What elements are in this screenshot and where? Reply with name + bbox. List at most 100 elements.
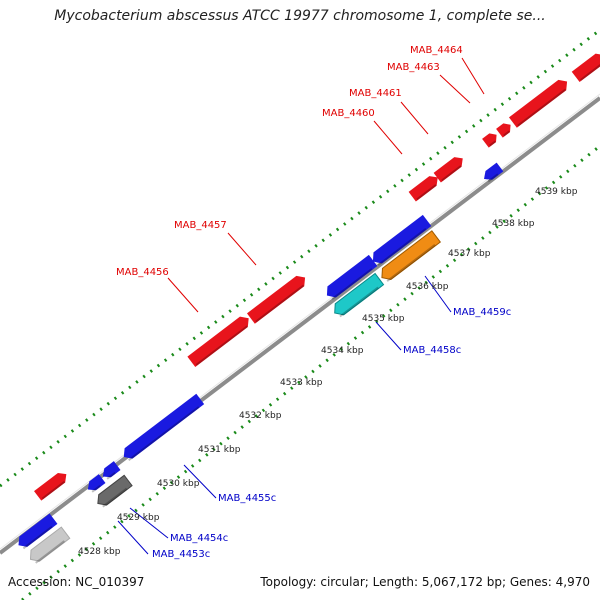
gene-label-forward: MAB_4464 [410,45,463,56]
gene-arrow-shape [496,123,511,138]
gene-forward-5 [508,79,568,128]
gene-arrow-shape [187,316,249,367]
gene-forward-mab-4464 [496,123,511,138]
gene-arrow-shape [246,275,306,324]
gene-arrow-shape [334,272,385,316]
gene-reverse-3 [484,162,504,183]
kbp-tick-label: 4539 kbp [535,187,578,197]
gene-features [18,53,600,564]
gene-reverse-mab-4453c-adj [18,513,58,550]
label-leader-line [424,275,452,313]
kbp-tick-label: 4528 kbp [78,547,121,557]
topology-summary: Topology: circular; Length: 5,067,172 bp… [260,575,590,589]
gene-forward-mab-4460 [408,176,438,202]
accession-text: Accession: NC_010397 [8,575,145,589]
kbp-tick-lines [0,28,600,600]
gene-forward-mab-4457 [246,275,306,324]
label-leader-line [439,74,471,104]
label-leader-line [117,520,149,555]
gene-arrow-shadow [517,88,567,127]
label-leader-line [375,321,402,351]
label-leader-line [373,120,403,155]
gene-arrow-shape [372,214,432,264]
gene-label-forward: MAB_4457 [174,220,227,231]
gene-arrow-shape [482,133,497,148]
gene-orange-mab-4459c [381,230,442,282]
gene-arrow-shadow [102,487,128,508]
gene-arrow-shadow [22,525,53,550]
label-leader-line [227,232,257,266]
kbp-tick-label: 4531 kbp [198,445,241,455]
gene-arrow-shadow [339,286,379,318]
gene-arrow-shape [29,526,71,562]
label-leader-line [129,507,169,539]
gene-label-forward: MAB_4456 [116,267,169,278]
kbp-tick-label: 4532 kbp [239,411,282,421]
gene-arrow-shape [97,474,133,506]
gene-label-forward: MAB_4461 [349,88,402,99]
gene-forward-mab-4463 [482,133,497,148]
gene-cyan-mab-4458c [334,272,385,318]
kbp-tick-label: 4533 kbp [280,378,323,388]
gene-arrow-shadow [487,173,499,183]
kbp-tick-label: 4536 kbp [406,282,449,292]
gene-reverse-mab-4455c [123,393,205,461]
gene-arrow-shape [571,53,600,83]
gene-label-forward: MAB_4460 [322,108,375,119]
gene-label-reverse: MAB_4453c [152,549,210,560]
gene-arrow-shape [381,230,442,281]
gene-arrow-shape [123,393,205,459]
gene-arrow-shadow [91,484,101,493]
gene-gray-mab-4454c [97,474,133,508]
label-leader-line [183,464,217,499]
map-title: Mycobacterium abscessus ATCC 19977 chrom… [54,8,546,24]
gene-forward-6 [571,53,600,83]
gene-arrow-shape [484,162,504,180]
kbp-tick-label: 4535 kbp [362,314,405,324]
upper-tick-track [0,28,600,488]
gene-arrow-shape [34,472,67,501]
gene-gray-mab-4453c [29,526,71,564]
gene-forward-mab-4456 [187,316,249,367]
genome-axis-highlight [0,93,600,550]
gene-label-reverse: MAB_4458c [403,345,461,356]
gene-forward-mab-4461 [433,157,463,183]
gene-arrow-shadow [386,244,436,282]
gene-reverse-small-2 [102,461,121,480]
label-leaders [117,57,485,555]
gene-arrow-shape [508,79,568,128]
kbp-tick-label: 4538 kbp [492,219,535,229]
gene-label-reverse: MAB_4455c [218,493,276,504]
label-leader-line [400,101,429,135]
kbp-tick-label: 4537 kbp [448,249,491,259]
kbp-tick-label: 4529 kbp [117,513,160,523]
label-leader-line [167,277,199,313]
gene-reverse-small-1 [87,474,106,493]
gene-arrow-shadow [579,62,600,81]
gene-arrow-shadow [416,184,437,201]
labels: 4528 kbp 4529 kbp 4530 kbp 4531 kbp 4532 kbp… [78,45,578,560]
gene-arrow-shadow [331,268,373,300]
gene-arrow-shadow [377,228,427,266]
gene-arrow-shadow [503,130,510,137]
gene-arrow-shadow [255,284,305,323]
gene-arrow-shape [408,176,438,202]
gene-label-reverse: MAB_4454c [170,533,228,544]
gene-label-forward: MAB_4463 [387,62,440,73]
gene-arrow-shape [326,254,378,298]
gene-reverse-2 [372,214,432,266]
gene-arrow-shadow [41,480,66,500]
gene-forward-1 [34,472,67,501]
gene-arrow-shadow [195,325,248,366]
gene-arrow-shadow [35,540,65,564]
kbp-tick-label: 4534 kbp [321,346,364,356]
gene-arrow-shape [87,474,106,491]
gene-reverse-1 [326,254,378,300]
kbp-tick-label: 4530 kbp [157,479,200,489]
gene-arrow-shadow [106,471,116,480]
gene-arrow-shadow [441,165,462,182]
lower-tick-track [21,144,600,600]
gene-arrow-shadow [489,140,496,147]
